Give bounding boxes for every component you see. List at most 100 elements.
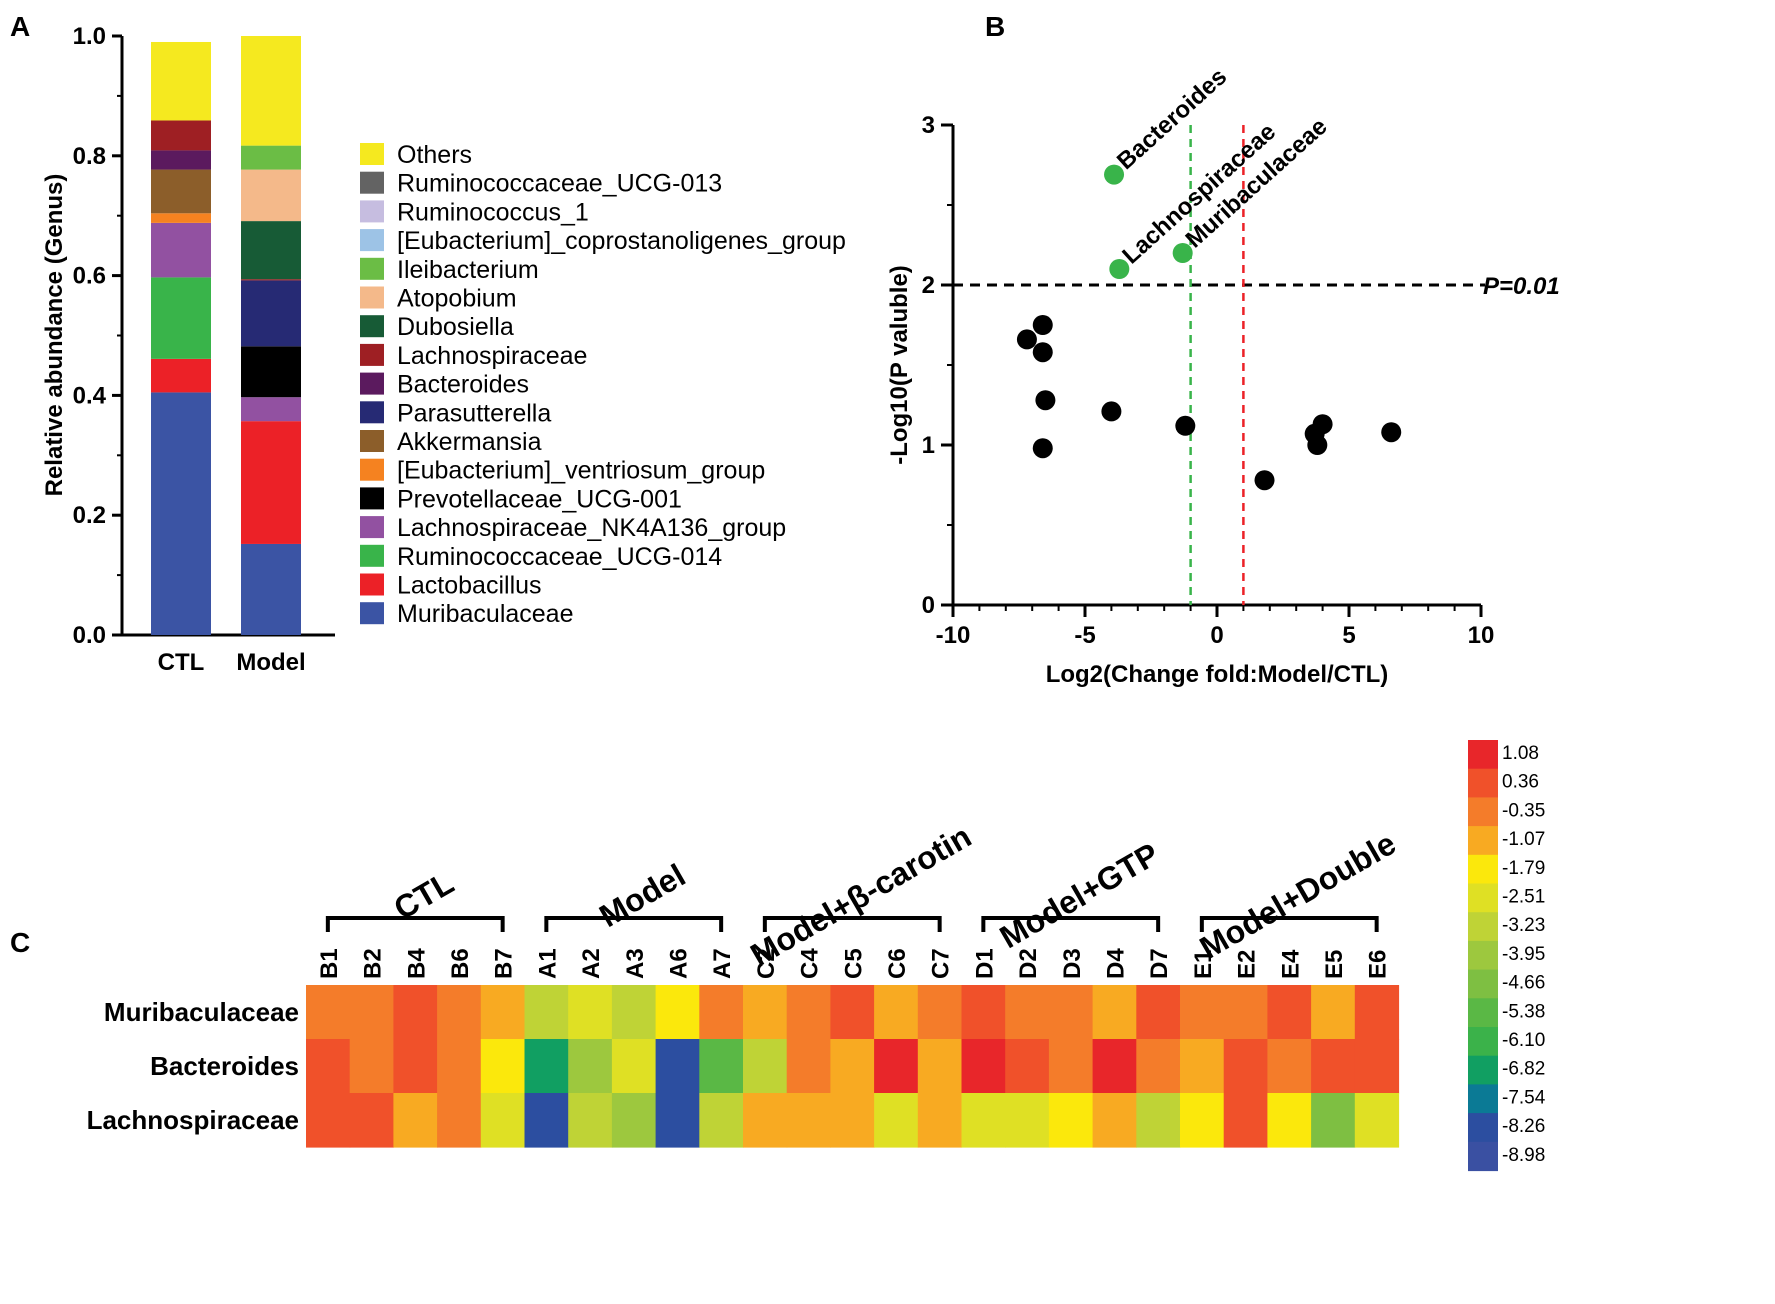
heatmap-cell-muribaculaceae-2 [393, 985, 438, 1040]
sample-label-e2: E2 [1234, 950, 1261, 979]
heatmap-cell-bacteroides-18 [1092, 1039, 1137, 1094]
bar-segment-model-lactobacillus [241, 421, 301, 544]
legend-swatch-lachnospiraceae-nk4a136-group [360, 516, 384, 539]
legend-label-prevotellaceae-ucg-001: Prevotellaceae_UCG-001 [397, 485, 682, 513]
x-tick-label-model: Model [236, 649, 305, 676]
data-point-3 [1035, 390, 1056, 411]
legend-swatch-prevotellaceae-ucg-001 [360, 487, 384, 510]
scale-swatch-6 [1468, 912, 1498, 942]
sample-label-c2: C2 [753, 948, 780, 979]
group-bracket-model-double [1199, 916, 1379, 932]
heatmap-cell-lachnospiraceae-24 [1354, 1093, 1400, 1148]
x-tick-label-ctl: CTL [158, 649, 205, 676]
legend-swatch-eubacterium-ventriosum-group [360, 458, 384, 481]
heatmap-cell-muribaculaceae-24 [1354, 985, 1400, 1040]
legend-swatch-ruminococcaceae-ucg-014 [360, 544, 384, 567]
heatmap-cell-lachnospiraceae-10 [743, 1093, 788, 1148]
legend-swatch-muribaculaceae [360, 602, 384, 625]
sample-label-d7: D7 [1146, 948, 1173, 979]
legend-swatch-lachnospiraceae [360, 343, 384, 366]
sample-label-a1: A1 [534, 948, 561, 979]
sample-label-b6: B6 [447, 948, 474, 979]
legend-swatch-others [360, 143, 384, 165]
group-bracket-model [544, 916, 724, 932]
stacked-bar-chart: 0.0 0.2 0.4 0.6 0.8 1.0 Relative abundance (Ge… [41, 23, 846, 676]
row-label-bacteroides: Bacteroides [150, 1051, 299, 1081]
sample-label-a6: A6 [665, 948, 692, 979]
heatmap-cell-bacteroides-15 [961, 1039, 1006, 1094]
heatmap-cell-bacteroides-7 [611, 1039, 657, 1094]
scale-swatch-2 [1468, 797, 1498, 827]
bar-segment-model-ileibacterium [241, 145, 301, 170]
scale-swatch-10 [1468, 1027, 1498, 1057]
y-tick-label: 0 [922, 592, 935, 619]
significant-point-lachnospiraceae [1109, 259, 1130, 279]
scale-label-13: -8.26 [1502, 1116, 1545, 1137]
bar-segment-ctl-ruminococcaceae-ucg-014 [151, 277, 211, 359]
data-point-9 [1307, 435, 1328, 455]
legend-swatch-ileibacterium [360, 257, 384, 280]
panel-label-b: B [985, 11, 1005, 42]
legend-label-akkermansia: Akkermansia [397, 428, 542, 456]
data-point-6 [1175, 415, 1196, 436]
scale-swatch-0 [1468, 740, 1498, 770]
heatmap-cell-lachnospiraceae-2 [393, 1093, 438, 1148]
heatmap-cell-muribaculaceae-16 [1005, 985, 1050, 1040]
heatmap-cell-muribaculaceae-11 [786, 985, 831, 1040]
scale-swatch-14 [1468, 1141, 1498, 1172]
bar-segment-model-parasutterella [241, 280, 301, 347]
heatmap-cell-bacteroides-5 [524, 1039, 569, 1094]
sample-label-e4: E4 [1277, 949, 1304, 979]
heatmap-cell-bacteroides-20 [1180, 1039, 1225, 1094]
heatmap-cell-muribaculaceae-13 [874, 985, 919, 1040]
scale-label-14: -8.98 [1502, 1145, 1545, 1166]
group-bracket-ctl [325, 916, 505, 932]
y-tick-label: 0.2 [73, 502, 106, 529]
bar-segment-ctl-lachnospiraceae-nk4a136-group [151, 222, 211, 278]
scale-swatch-8 [1468, 969, 1498, 999]
heatmap-cell-bacteroides-21 [1223, 1039, 1268, 1094]
legend-label-lactobacillus: Lactobacillus [397, 572, 542, 600]
group-label-model-gtp: Model+GTP [994, 836, 1165, 956]
heatmap-cell-bacteroides-11 [786, 1039, 831, 1094]
heatmap: Muribaculaceae Bacteroides Lachnospiraceae… [87, 740, 1546, 1172]
scale-label-8: -4.66 [1502, 973, 1545, 994]
y-tick-label: 0.8 [73, 143, 106, 170]
heatmap-cell-lachnospiraceae-23 [1311, 1093, 1356, 1148]
heatmap-cell-bacteroides-8 [655, 1039, 700, 1094]
heatmap-cell-muribaculaceae-5 [524, 985, 569, 1040]
legend-label-eubacterium-coprostanoligenes-group: [Eubacterium]_coprostanoligenes_group [397, 227, 846, 255]
legend-label-dubosiella: Dubosiella [397, 313, 514, 341]
volcano-plot: -10 -5 0 5 10 0 1 2 3 Log2(Change fold:Model/CTL)… [886, 63, 1560, 688]
data-point-5 [1101, 401, 1122, 422]
data-point-10 [1312, 414, 1333, 435]
legend-label-ileibacterium: Ileibacterium [397, 256, 539, 284]
heatmap-cell-muribaculaceae-20 [1180, 985, 1225, 1040]
significant-label-bacteroides: Bacteroides [1112, 63, 1232, 175]
legend-swatch-ruminococcus-1 [360, 200, 384, 223]
heatmap-cell-bacteroides-3 [437, 1039, 482, 1094]
legend-label-ruminococcaceae-ucg-014: Ruminococcaceae_UCG-014 [397, 543, 722, 571]
row-label-muribaculaceae: Muribaculaceae [104, 997, 299, 1027]
heatmap-cell-muribaculaceae-15 [961, 985, 1006, 1040]
heatmap-cell-muribaculaceae-17 [1048, 985, 1094, 1040]
legend-label-ruminococcaceae-ucg-013: Ruminococcaceae_UCG-013 [397, 170, 722, 198]
legend-swatch-ruminococcaceae-ucg-013 [360, 171, 384, 194]
sample-label-d4: D4 [1102, 948, 1129, 979]
scale-swatch-4 [1468, 854, 1498, 885]
bar-segment-ctl-muribaculaceae [151, 392, 211, 635]
heatmap-cell-lachnospiraceae-5 [524, 1093, 569, 1148]
heatmap-cell-lachnospiraceae-13 [874, 1093, 919, 1148]
scale-label-12: -7.54 [1502, 1087, 1546, 1108]
heatmap-cell-bacteroides-16 [1005, 1039, 1050, 1094]
panel-label-c: C [10, 927, 30, 958]
heatmap-cell-lachnospiraceae-20 [1180, 1093, 1225, 1148]
legend-label-lachnospiraceae-nk4a136-group: Lachnospiraceae_NK4A136_group [397, 514, 786, 542]
scale-label-9: -5.38 [1502, 1001, 1545, 1022]
scale-label-6: -3.23 [1502, 915, 1545, 936]
legend-swatch-dubosiella [360, 315, 384, 338]
heatmap-cell-bacteroides-0 [306, 1039, 351, 1094]
bar-segment-model-dubosiella [241, 221, 301, 280]
scale-label-3: -1.07 [1502, 829, 1545, 850]
